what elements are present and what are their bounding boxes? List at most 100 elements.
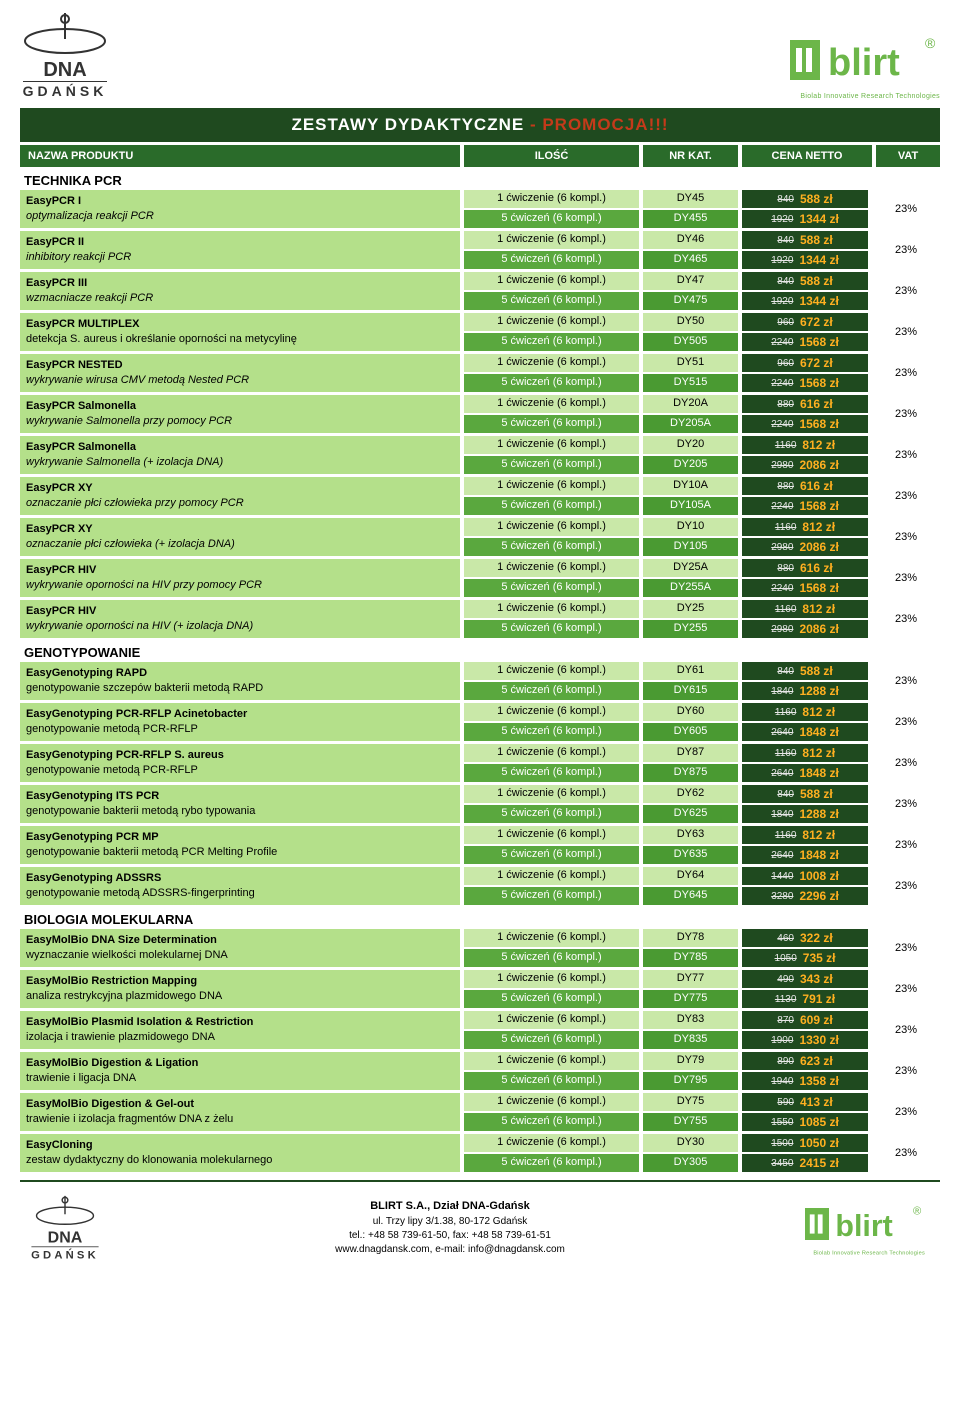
product-vat: 23%: [872, 970, 940, 1008]
variant-cat: DY465: [643, 251, 738, 269]
product-variant: 1 ćwiczenie (6 kompl.)DY79890623 zł: [464, 1052, 868, 1070]
product-variant: 1 ćwiczenie (6 kompl.)DY61840588 zł: [464, 662, 868, 680]
product-vat: 23%: [872, 477, 940, 515]
variant-qty: 1 ćwiczenie (6 kompl.): [464, 559, 639, 577]
product-variant: 1 ćwiczenie (6 kompl.)DY62840588 zł: [464, 785, 868, 803]
product-variant: 5 ćwiczeń (6 kompl.)DY63526401848 zł: [464, 846, 868, 864]
variant-cat: DY635: [643, 846, 738, 864]
variant-price: 29802086 zł: [742, 456, 868, 474]
variant-price: 15501085 zł: [742, 1113, 868, 1131]
variant-price: 19201344 zł: [742, 292, 868, 310]
product-variant: 1 ćwiczenie (6 kompl.)DY78460322 zł: [464, 929, 868, 947]
top-logos: DNA GDAŃSK blirt ® Biolab Innovative Res…: [20, 10, 940, 100]
product-variants: 1 ćwiczenie (6 kompl.)DY46840588 zł5 ćwi…: [464, 231, 868, 269]
footer-blirt-logo: blirt ® Biolab Innovative Research Techn…: [805, 1200, 925, 1256]
product-vat: 23%: [872, 744, 940, 782]
section-title: BIOLOGIA MOLEKULARNA: [20, 908, 940, 929]
variant-qty: 5 ćwiczeń (6 kompl.): [464, 1031, 639, 1049]
product-row: EasyMolBio Digestion & Gel-outtrawienie …: [20, 1093, 940, 1131]
variant-price: 22401568 zł: [742, 415, 868, 433]
variant-cat: DY79: [643, 1052, 738, 1070]
product-row: EasyCloningzestaw dydaktyczny do klonowa…: [20, 1134, 940, 1172]
product-row: EasyGenotyping PCR MPgenotypowanie bakte…: [20, 826, 940, 864]
product-row: EasyPCR I optymalizacja reakcji PCR1 ćwi…: [20, 190, 940, 228]
product-variants: 1 ćwiczenie (6 kompl.)DY251160812 zł5 ćw…: [464, 600, 868, 638]
product-variant: 1 ćwiczenie (6 kompl.)DY77490343 zł: [464, 970, 868, 988]
variant-cat: DY25A: [643, 559, 738, 577]
product-variant: 5 ćwiczeń (6 kompl.)DY255A22401568 zł: [464, 579, 868, 597]
product-vat: 23%: [872, 826, 940, 864]
product-vat: 23%: [872, 272, 940, 310]
variant-cat: DY30: [643, 1134, 738, 1152]
variant-price: 26401848 zł: [742, 723, 868, 741]
product-name: EasyPCR III wzmacniacze reakcji PCR: [20, 272, 460, 310]
product-row: EasyPCR MULTIPLEXdetekcja S. aureus i ok…: [20, 313, 940, 351]
variant-qty: 1 ćwiczenie (6 kompl.): [464, 395, 639, 413]
product-name: EasyPCR MULTIPLEXdetekcja S. aureus i ok…: [20, 313, 460, 351]
variant-price: 18401288 zł: [742, 805, 868, 823]
product-name: EasyPCR I optymalizacja reakcji PCR: [20, 190, 460, 228]
banner-title: ZESTAWY DYDAKTYCZNE: [291, 115, 524, 134]
banner: ZESTAWY DYDAKTYCZNE - PROMOCJA!!!: [20, 108, 940, 142]
product-row: EasyPCR HIV wykrywanie oporności na HIV …: [20, 600, 940, 638]
product-row: EasyMolBio Plasmid Isolation & Restricti…: [20, 1011, 940, 1049]
variant-qty: 5 ćwiczeń (6 kompl.): [464, 805, 639, 823]
header-name: NAZWA PRODUKTU: [20, 145, 460, 167]
product-variant: 5 ćwiczeń (6 kompl.)DY7851050735 zł: [464, 949, 868, 967]
product-row: EasyGenotyping PCR-RFLP S. aureusgenotyp…: [20, 744, 940, 782]
variant-cat: DY755: [643, 1113, 738, 1131]
header-price: CENA NETTO: [742, 145, 872, 167]
variant-cat: DY455: [643, 210, 738, 228]
product-variants: 1 ćwiczenie (6 kompl.)DY3015001050 zł 5 ć…: [464, 1134, 868, 1172]
product-variant: 1 ćwiczenie (6 kompl.)DY3015001050 zł: [464, 1134, 868, 1152]
product-variant: 1 ćwiczenie (6 kompl.)DY101160812 zł: [464, 518, 868, 536]
product-name: EasyPCR HIV wykrywanie oporności na HIV …: [20, 559, 460, 597]
footer: DNA GDAŃSK BLIRT S.A., Dział DNA-Gdańsk …: [20, 1180, 940, 1270]
product-variants: 1 ćwiczenie (6 kompl.)DY79890623 zł5 ćwi…: [464, 1052, 868, 1090]
variant-price: 15001050 zł: [742, 1134, 868, 1152]
product-variant: 5 ćwiczeń (6 kompl.)DY10529802086 zł: [464, 538, 868, 556]
variant-cat: DY64: [643, 867, 738, 885]
svg-text:blirt: blirt: [835, 1209, 892, 1243]
product-vat: 23%: [872, 313, 940, 351]
product-variants: 1 ćwiczenie (6 kompl.)DY77490343 zł5 ćwi…: [464, 970, 868, 1008]
product-name: EasyGenotyping RAPDgenotypowanie szczepó…: [20, 662, 460, 700]
variant-cat: DY305: [643, 1154, 738, 1172]
variant-price: 1160812 zł: [742, 826, 868, 844]
variant-qty: 1 ćwiczenie (6 kompl.): [464, 313, 639, 331]
variant-price: 1160812 zł: [742, 518, 868, 536]
product-variants: 1 ćwiczenie (6 kompl.)DY47840588 zł5 ćwi…: [464, 272, 868, 310]
variant-qty: 5 ćwiczeń (6 kompl.): [464, 887, 639, 905]
variant-price: 460322 zł: [742, 929, 868, 947]
product-vat: 23%: [872, 1134, 940, 1172]
product-row: EasyMolBio Digestion & Ligationtrawienie…: [20, 1052, 940, 1090]
banner-promo: - PROMOCJA!!!: [530, 115, 669, 134]
product-variant: 1 ćwiczenie (6 kompl.)DY601160812 zł: [464, 703, 868, 721]
variant-cat: DY47: [643, 272, 738, 290]
product-row: EasyMolBio Restriction Mappinganaliza re…: [20, 970, 940, 1008]
product-variant: 1 ćwiczenie (6 kompl.)DY6414401008 zł: [464, 867, 868, 885]
variant-qty: 5 ćwiczeń (6 kompl.): [464, 579, 639, 597]
product-variants: 1 ćwiczenie (6 kompl.)DY101160812 zł 5 ćw…: [464, 518, 868, 556]
header-vat: VAT: [876, 145, 940, 167]
variant-price: 840588 zł: [742, 785, 868, 803]
product-variant: 1 ćwiczenie (6 kompl.)DY75590413 zł: [464, 1093, 868, 1111]
product-variant: 5 ćwiczeń (6 kompl.)DY87526401848 zł: [464, 764, 868, 782]
product-vat: 23%: [872, 785, 940, 823]
variant-price: 880616 zł: [742, 477, 868, 495]
header-cat: NR KAT.: [643, 145, 738, 167]
variant-qty: 5 ćwiczeń (6 kompl.): [464, 949, 639, 967]
variant-qty: 5 ćwiczeń (6 kompl.): [464, 1154, 639, 1172]
product-vat: 23%: [872, 662, 940, 700]
product-variants: 1 ćwiczenie (6 kompl.)DY201160812 zł5 ćw…: [464, 436, 868, 474]
variant-qty: 1 ćwiczenie (6 kompl.): [464, 272, 639, 290]
dna-logo: DNA GDAŃSK: [20, 11, 110, 100]
variant-cat: DY50: [643, 313, 738, 331]
variant-price: 840588 zł: [742, 231, 868, 249]
product-vat: 23%: [872, 190, 940, 228]
dna-logo-text: DNA: [20, 60, 110, 80]
product-variant: 5 ćwiczeń (6 kompl.)DY75515501085 zł: [464, 1113, 868, 1131]
variant-qty: 5 ćwiczeń (6 kompl.): [464, 538, 639, 556]
variant-cat: DY835: [643, 1031, 738, 1049]
footer-tel: tel.: +48 58 739-61-50, fax: +48 58 739-…: [110, 1229, 790, 1243]
